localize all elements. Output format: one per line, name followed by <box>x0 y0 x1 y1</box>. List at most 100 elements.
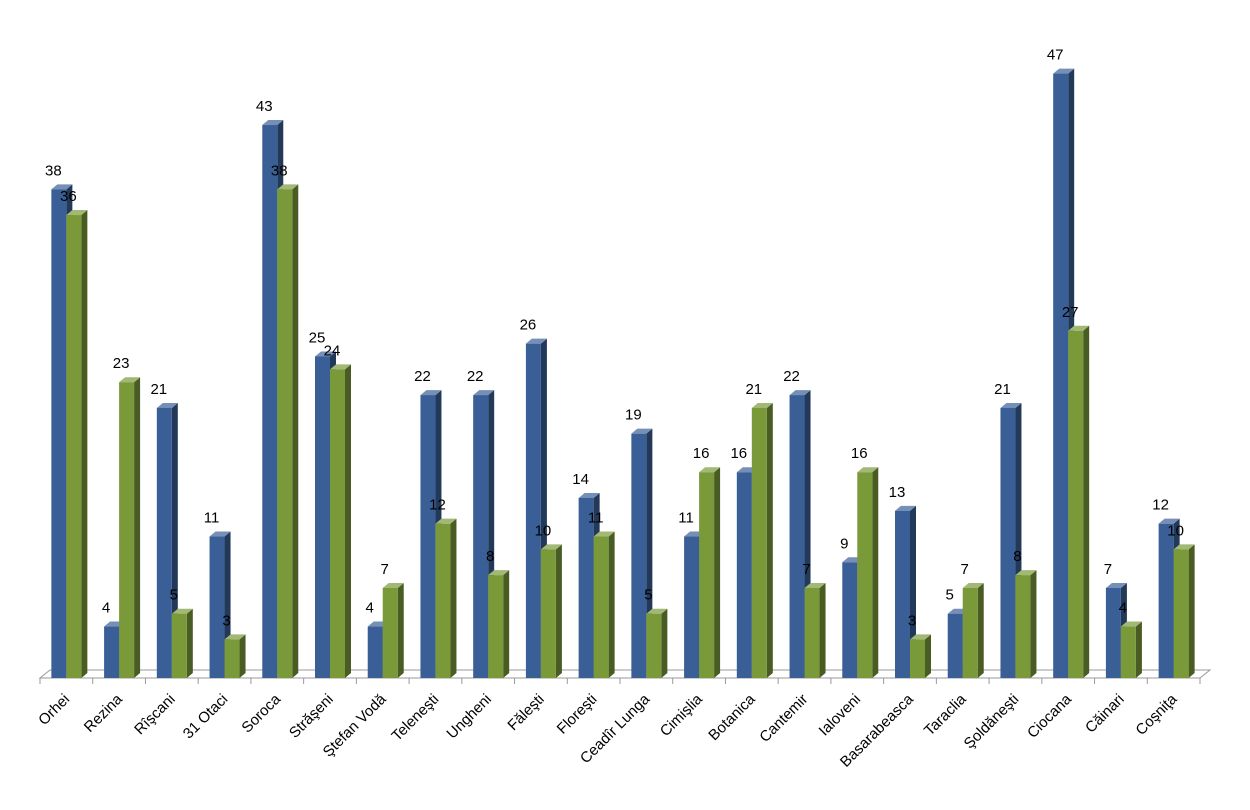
bar <box>435 523 451 678</box>
bar-top <box>119 377 141 383</box>
data-label: 11 <box>204 510 220 527</box>
bar <box>962 587 978 678</box>
bar-side <box>81 210 88 679</box>
bar <box>1120 626 1136 678</box>
data-label: 7 <box>381 561 389 578</box>
bar <box>367 626 383 678</box>
bar <box>842 562 858 678</box>
bar <box>684 536 700 678</box>
bar <box>540 549 556 678</box>
bar <box>156 407 172 678</box>
data-label: 10 <box>1167 522 1184 539</box>
bar-side <box>450 518 457 678</box>
data-label: 16 <box>851 445 868 462</box>
bar-top <box>209 531 231 537</box>
data-label: 43 <box>256 98 273 115</box>
bar-top <box>646 608 668 614</box>
bar-top <box>1158 518 1180 524</box>
bar <box>262 125 278 678</box>
bar-side <box>766 402 773 678</box>
bar <box>330 369 345 678</box>
data-label: 3 <box>908 612 916 629</box>
data-label: 5 <box>946 587 954 604</box>
bar <box>736 472 752 678</box>
data-label: 12 <box>429 497 446 514</box>
x-tick-label: Soroca <box>238 690 284 736</box>
x-tick-label: Rezina <box>81 690 127 736</box>
bar-side <box>186 608 193 678</box>
data-label: 8 <box>486 548 494 565</box>
bar-top <box>804 582 826 588</box>
data-label: 19 <box>625 407 642 424</box>
data-label: 10 <box>535 522 552 539</box>
bar-top <box>540 544 562 550</box>
bar-top <box>224 634 246 640</box>
bar <box>1158 523 1174 678</box>
data-label: 4 <box>102 600 110 617</box>
bar-top <box>420 390 442 396</box>
bar-side <box>661 608 668 678</box>
x-tick-label: Străşeni <box>286 691 337 742</box>
bar <box>1000 407 1016 678</box>
data-label: 11 <box>678 510 694 527</box>
x-tick-label: Taraclia <box>921 690 970 739</box>
x-tick-label: Floreşti <box>554 691 601 738</box>
bar-top <box>962 582 984 588</box>
bar-top <box>631 428 653 434</box>
x-tick-label: Botanica <box>705 690 759 744</box>
bar-top <box>171 608 193 614</box>
bar-top <box>1068 325 1090 331</box>
bar-side <box>910 505 916 678</box>
bar <box>699 472 715 678</box>
data-label: 7 <box>1104 561 1112 578</box>
bar-top <box>51 184 73 190</box>
bar-side <box>977 582 984 678</box>
data-label: 12 <box>1152 497 1169 514</box>
data-label: 21 <box>150 381 167 398</box>
bar-top <box>578 492 600 498</box>
data-label: 11 <box>588 510 604 527</box>
bar <box>473 395 489 678</box>
bar <box>209 536 225 678</box>
x-tick-label: Ialoveni <box>816 691 865 740</box>
bar <box>593 536 609 678</box>
bar-top <box>789 390 811 396</box>
data-label: 23 <box>113 355 130 372</box>
bar-side <box>1030 570 1037 678</box>
bar <box>1068 330 1084 678</box>
bar <box>804 587 820 678</box>
data-label: 27 <box>1062 304 1079 321</box>
bar-top <box>330 364 351 370</box>
bar <box>66 215 82 679</box>
bar-side <box>503 570 510 678</box>
bar-side <box>872 467 879 678</box>
bar-side <box>1135 621 1142 678</box>
x-tick-label: Cantemir <box>756 691 811 746</box>
data-label: 4 <box>366 600 374 617</box>
data-label: 36 <box>60 188 77 205</box>
data-label: 14 <box>572 471 589 488</box>
bar-top <box>1053 68 1075 74</box>
bar-top <box>435 518 457 524</box>
data-label: 26 <box>520 317 537 334</box>
data-label: 8 <box>1013 548 1021 565</box>
bar-top <box>857 467 879 473</box>
bar-top <box>1015 570 1037 576</box>
bar <box>382 587 398 678</box>
data-label: 22 <box>467 368 484 385</box>
data-label: 7 <box>802 561 810 578</box>
bar-top <box>895 505 916 511</box>
bar <box>51 189 67 678</box>
data-label: 38 <box>271 162 288 179</box>
data-label: 22 <box>783 368 800 385</box>
bar <box>631 433 647 678</box>
bar-side <box>292 184 299 678</box>
bar-top <box>593 531 615 537</box>
bar <box>171 613 187 678</box>
bar-side <box>239 634 246 678</box>
bar <box>910 639 925 678</box>
x-tick-label: Orhei <box>35 691 73 729</box>
bar-top <box>1105 582 1127 588</box>
bar-side <box>1188 544 1195 678</box>
